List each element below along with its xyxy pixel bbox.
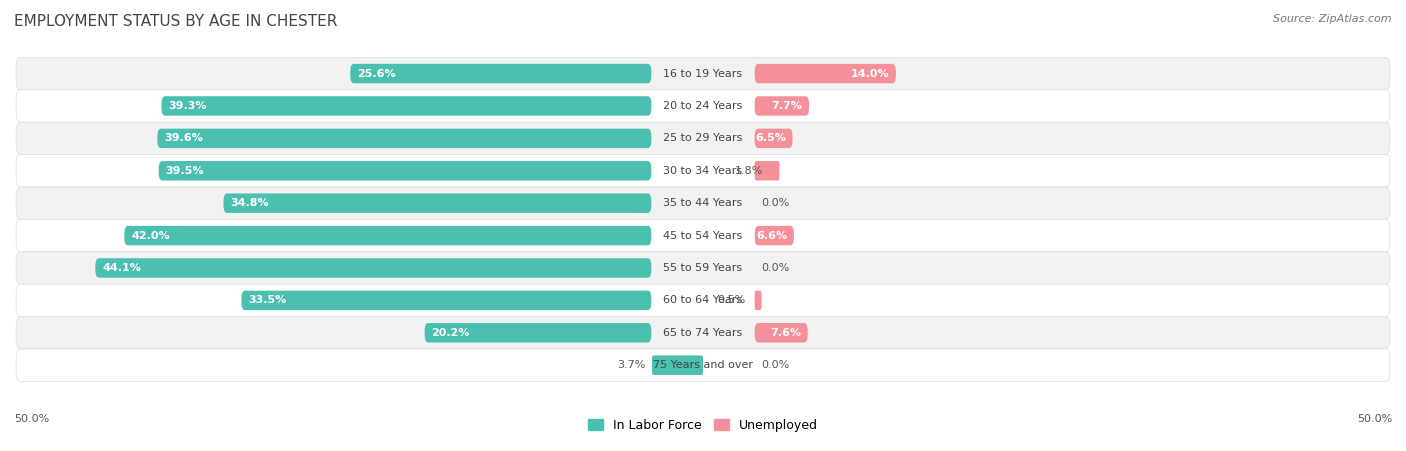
FancyBboxPatch shape <box>15 187 1391 219</box>
Text: 7.6%: 7.6% <box>770 328 801 338</box>
FancyBboxPatch shape <box>124 226 651 245</box>
Text: 65 to 74 Years: 65 to 74 Years <box>664 328 742 338</box>
FancyBboxPatch shape <box>755 129 793 148</box>
Text: 0.0%: 0.0% <box>762 198 790 208</box>
FancyBboxPatch shape <box>755 161 779 180</box>
FancyBboxPatch shape <box>15 122 1391 155</box>
Text: 7.7%: 7.7% <box>772 101 803 111</box>
FancyBboxPatch shape <box>159 161 651 180</box>
FancyBboxPatch shape <box>157 129 651 148</box>
FancyBboxPatch shape <box>350 64 651 83</box>
FancyBboxPatch shape <box>755 226 794 245</box>
Text: 45 to 54 Years: 45 to 54 Years <box>664 230 742 240</box>
FancyBboxPatch shape <box>755 323 807 342</box>
Text: 20 to 24 Years: 20 to 24 Years <box>664 101 742 111</box>
Text: 6.6%: 6.6% <box>756 230 787 240</box>
Text: 60 to 64 Years: 60 to 64 Years <box>664 295 742 305</box>
Text: 33.5%: 33.5% <box>249 295 287 305</box>
Text: Source: ZipAtlas.com: Source: ZipAtlas.com <box>1274 14 1392 23</box>
Text: 50.0%: 50.0% <box>14 414 49 424</box>
FancyBboxPatch shape <box>15 57 1391 90</box>
FancyBboxPatch shape <box>15 284 1391 317</box>
Text: 44.1%: 44.1% <box>103 263 141 273</box>
Text: 3.7%: 3.7% <box>617 360 645 370</box>
Text: 50.0%: 50.0% <box>1357 414 1392 424</box>
Text: 39.5%: 39.5% <box>166 166 204 176</box>
Text: 25 to 29 Years: 25 to 29 Years <box>664 133 742 143</box>
Text: 34.8%: 34.8% <box>231 198 269 208</box>
FancyBboxPatch shape <box>425 323 651 342</box>
FancyBboxPatch shape <box>15 252 1391 284</box>
Text: 39.3%: 39.3% <box>169 101 207 111</box>
Legend: In Labor Force, Unemployed: In Labor Force, Unemployed <box>588 419 818 432</box>
FancyBboxPatch shape <box>96 258 651 278</box>
FancyBboxPatch shape <box>242 290 651 310</box>
Text: 20.2%: 20.2% <box>432 328 470 338</box>
Text: 42.0%: 42.0% <box>131 230 170 240</box>
FancyBboxPatch shape <box>15 349 1391 382</box>
Text: 6.5%: 6.5% <box>755 133 786 143</box>
Text: 30 to 34 Years: 30 to 34 Years <box>664 166 742 176</box>
Text: EMPLOYMENT STATUS BY AGE IN CHESTER: EMPLOYMENT STATUS BY AGE IN CHESTER <box>14 14 337 28</box>
Text: 16 to 19 Years: 16 to 19 Years <box>664 69 742 78</box>
FancyBboxPatch shape <box>15 155 1391 187</box>
Text: 75 Years and over: 75 Years and over <box>652 360 754 370</box>
Text: 0.0%: 0.0% <box>762 263 790 273</box>
FancyBboxPatch shape <box>162 96 651 116</box>
FancyBboxPatch shape <box>15 90 1391 122</box>
FancyBboxPatch shape <box>224 193 651 213</box>
Text: 0.5%: 0.5% <box>717 295 745 305</box>
Text: 39.6%: 39.6% <box>165 133 202 143</box>
FancyBboxPatch shape <box>652 355 703 375</box>
FancyBboxPatch shape <box>755 96 808 116</box>
Text: 0.0%: 0.0% <box>762 360 790 370</box>
Text: 25.6%: 25.6% <box>357 69 395 78</box>
FancyBboxPatch shape <box>755 64 896 83</box>
FancyBboxPatch shape <box>15 317 1391 349</box>
Text: 35 to 44 Years: 35 to 44 Years <box>664 198 742 208</box>
Text: 1.8%: 1.8% <box>735 166 763 176</box>
Text: 55 to 59 Years: 55 to 59 Years <box>664 263 742 273</box>
Text: 14.0%: 14.0% <box>851 69 889 78</box>
FancyBboxPatch shape <box>15 219 1391 252</box>
FancyBboxPatch shape <box>755 290 762 310</box>
